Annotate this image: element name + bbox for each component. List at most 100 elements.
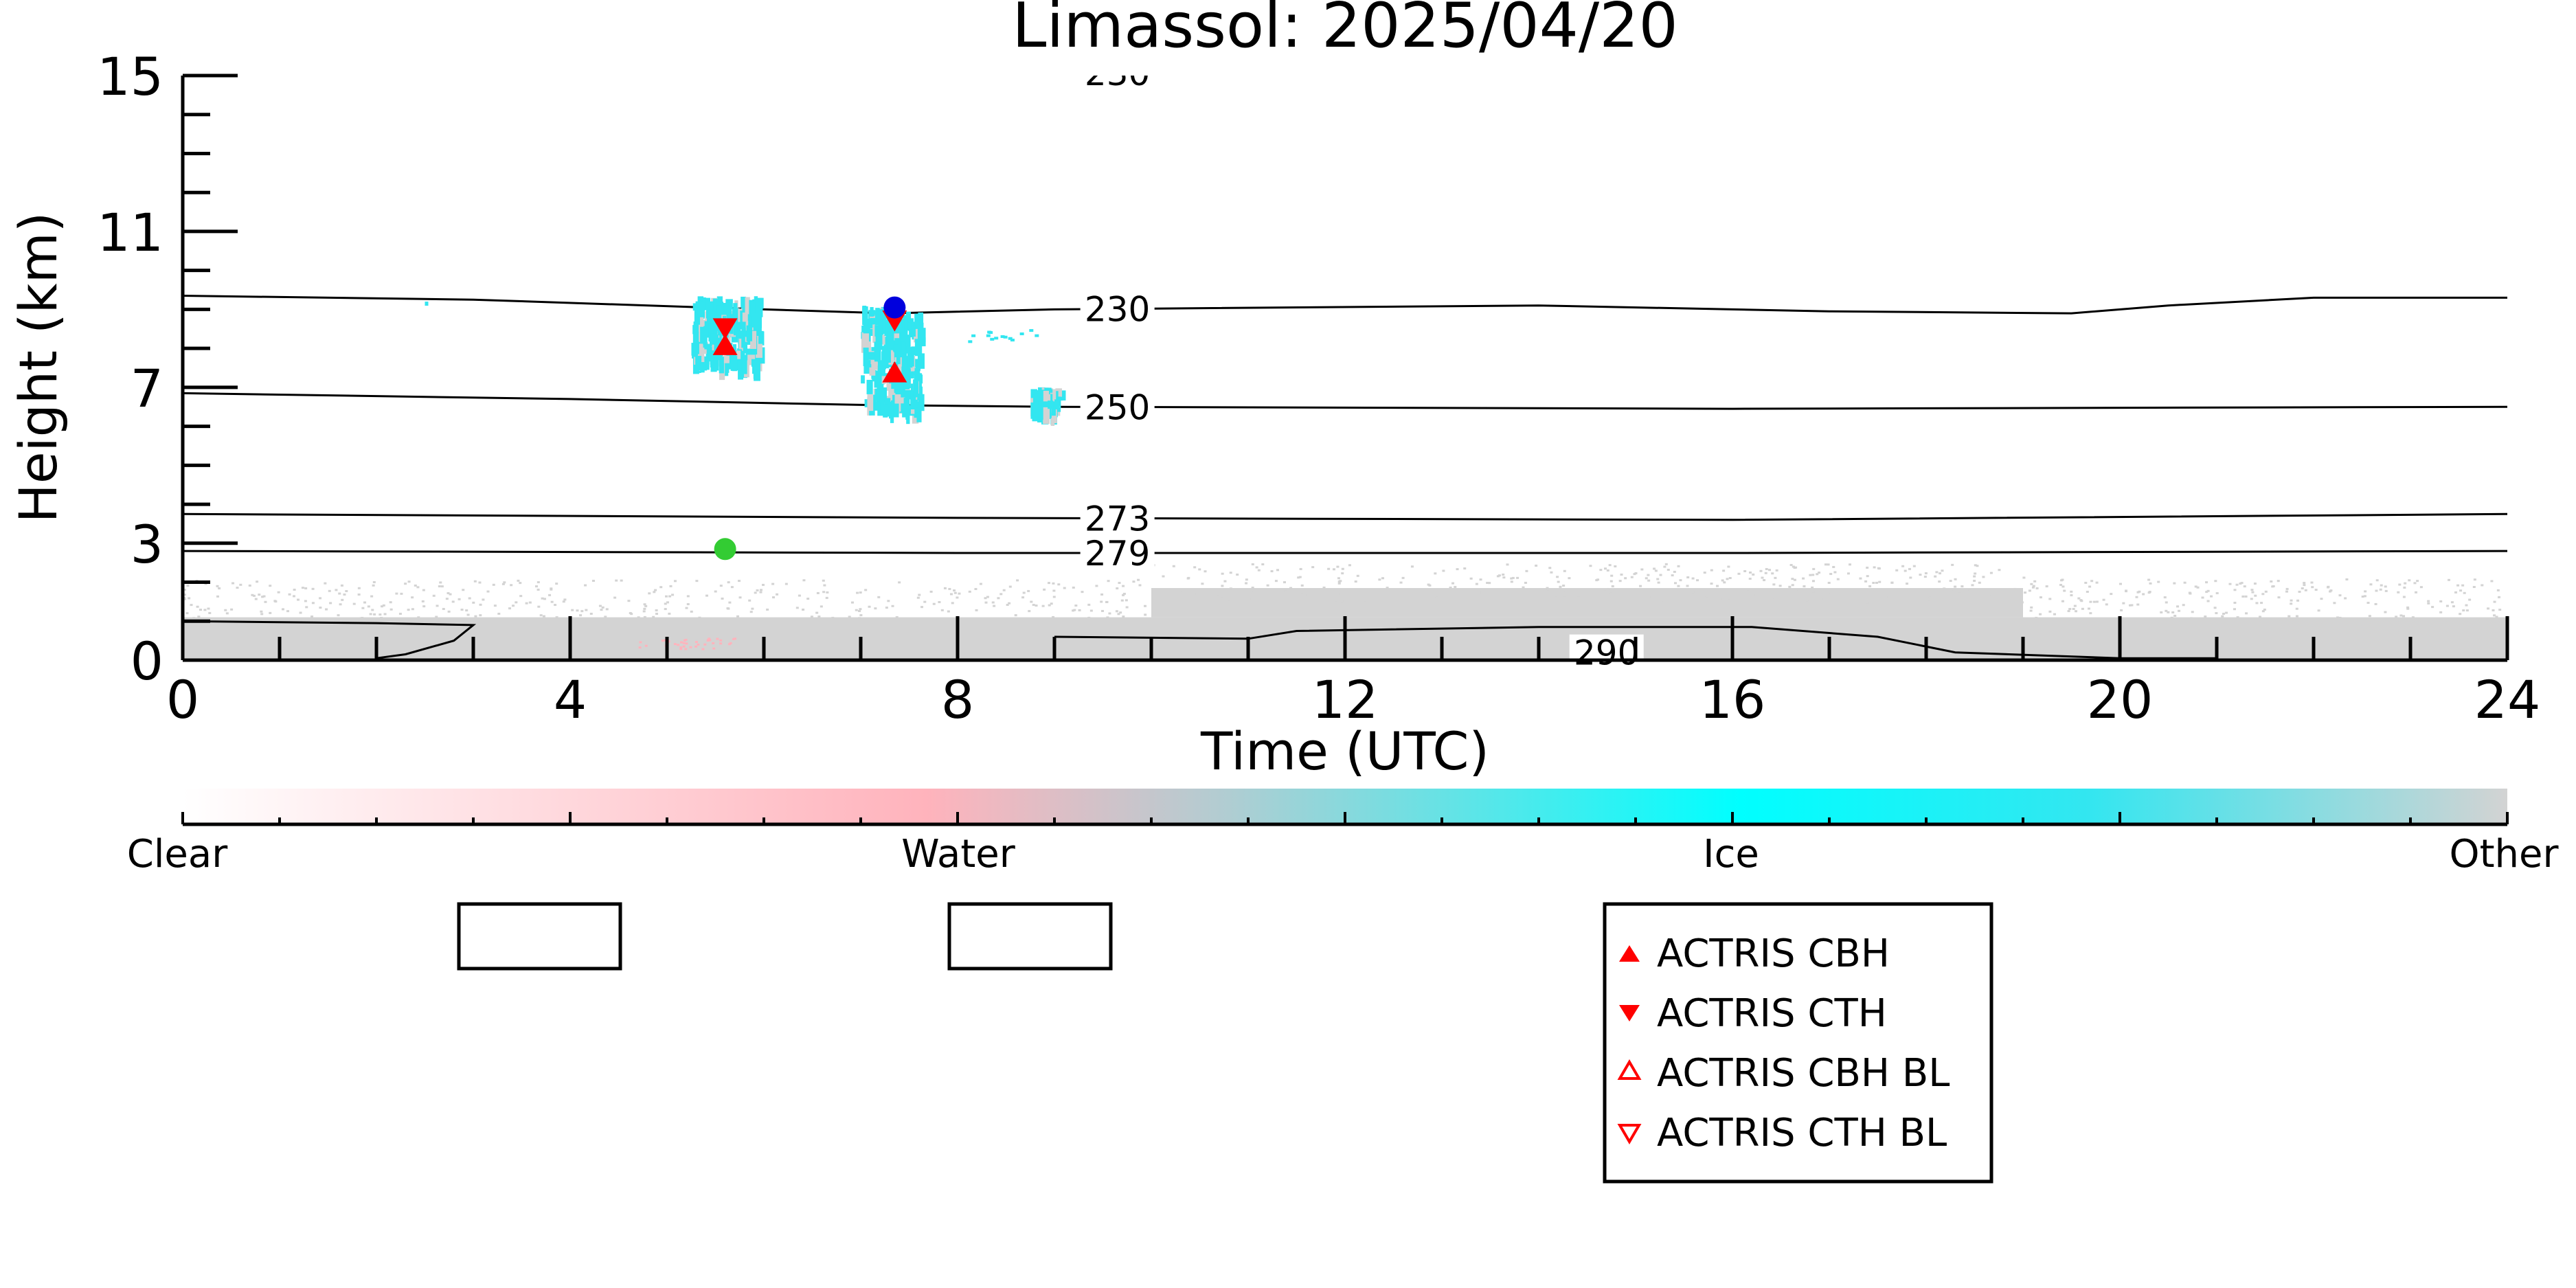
other-speck bbox=[1606, 588, 1609, 591]
ice-speck bbox=[905, 389, 912, 400]
other-speck bbox=[664, 602, 667, 605]
other-speck bbox=[2205, 581, 2208, 584]
ice-speck bbox=[755, 317, 762, 328]
other-speck bbox=[261, 596, 264, 598]
other-speck bbox=[874, 607, 877, 610]
ice-speck bbox=[911, 346, 916, 356]
other-speck bbox=[216, 585, 219, 587]
other-speck bbox=[1506, 563, 1509, 566]
other-speck bbox=[859, 591, 862, 594]
other-speck bbox=[864, 589, 868, 591]
ice-speck bbox=[877, 382, 884, 394]
other-speck bbox=[1162, 575, 1165, 578]
other-speck bbox=[1052, 615, 1055, 618]
other-speck bbox=[2090, 580, 2094, 583]
other-speck bbox=[571, 609, 574, 611]
other-speck bbox=[2191, 611, 2194, 613]
other-speck bbox=[1743, 569, 1747, 572]
other-speck bbox=[759, 589, 762, 591]
other-speck bbox=[1677, 565, 1680, 567]
other-speck bbox=[1774, 576, 1777, 579]
other-speck bbox=[1958, 590, 1961, 593]
other-speck bbox=[1912, 565, 1916, 567]
other-speck bbox=[685, 607, 688, 609]
other-speck bbox=[831, 616, 835, 619]
other-speck bbox=[736, 615, 739, 618]
other-speck bbox=[932, 602, 936, 605]
other-speck bbox=[462, 589, 465, 591]
other-speck bbox=[2413, 582, 2417, 585]
other-speck bbox=[1727, 599, 1730, 602]
other-speck bbox=[2304, 589, 2307, 591]
other-speck bbox=[1043, 588, 1046, 591]
other-speck bbox=[183, 598, 186, 600]
other-speck bbox=[895, 615, 899, 618]
other-speck bbox=[1968, 589, 1971, 591]
other-speck bbox=[1337, 577, 1340, 580]
other-speck bbox=[1137, 578, 1140, 581]
other-speck bbox=[251, 594, 254, 596]
other-speck bbox=[555, 616, 558, 619]
other-speck bbox=[666, 601, 669, 604]
ice-speck bbox=[1035, 334, 1039, 337]
other-speck bbox=[474, 615, 477, 618]
legend-label-cbh-bl: ACTRIS CBH BL bbox=[1657, 1051, 1950, 1096]
other-speck bbox=[2338, 594, 2342, 597]
other-speck bbox=[1510, 577, 1513, 580]
other-speck bbox=[1973, 575, 1976, 578]
other-speck bbox=[2329, 589, 2333, 592]
other-speck bbox=[2167, 611, 2170, 613]
other-speck bbox=[1095, 585, 1098, 587]
other-speck bbox=[2075, 610, 2078, 613]
other-speck bbox=[1610, 574, 1614, 577]
other-speck bbox=[1276, 569, 1279, 572]
other-speck bbox=[1468, 589, 1471, 592]
other-speck bbox=[1710, 569, 1713, 572]
other-speck bbox=[1144, 605, 1147, 607]
other-speck bbox=[1245, 582, 1248, 585]
other-speck bbox=[1829, 591, 1832, 594]
other-speck bbox=[2327, 586, 2330, 589]
other-speck bbox=[2070, 590, 2073, 593]
other-speck bbox=[848, 615, 851, 618]
other-speck bbox=[2142, 593, 2145, 596]
other-speck bbox=[2061, 578, 2064, 581]
other-speck bbox=[1935, 571, 1939, 574]
other-speck bbox=[1582, 600, 1585, 602]
other-speck bbox=[784, 583, 788, 585]
other-speck bbox=[1732, 593, 1735, 596]
other-speck bbox=[2465, 609, 2469, 612]
other-speck bbox=[447, 610, 451, 613]
other-speck bbox=[1510, 580, 1513, 583]
other-speck bbox=[648, 592, 651, 595]
ice-speck bbox=[710, 301, 714, 310]
other-speck bbox=[2364, 590, 2367, 593]
other-speck bbox=[380, 617, 383, 620]
other-speck bbox=[2183, 581, 2187, 584]
other-speck bbox=[1775, 569, 1778, 572]
ice-speck bbox=[887, 380, 894, 388]
other-speck bbox=[2196, 586, 2200, 589]
ice-speck bbox=[863, 348, 869, 367]
plot-area: 230 bbox=[183, 76, 2507, 660]
other-speck bbox=[1221, 572, 1224, 575]
ice-speck bbox=[915, 361, 921, 371]
other-speck bbox=[1767, 600, 1771, 602]
ice-speck bbox=[723, 355, 730, 363]
other-speck bbox=[2214, 580, 2217, 583]
other-speck bbox=[340, 584, 343, 587]
other-speck bbox=[730, 586, 734, 589]
other-speck bbox=[1249, 589, 1252, 592]
ice-speck bbox=[870, 350, 878, 370]
other-speck bbox=[1178, 590, 1182, 593]
other-speck bbox=[208, 611, 212, 614]
other-speck bbox=[1833, 571, 1837, 574]
other-speck bbox=[598, 605, 602, 607]
other-speck bbox=[1217, 595, 1220, 598]
other-speck bbox=[1818, 572, 1821, 574]
other-speck bbox=[2233, 589, 2237, 591]
other-speck bbox=[555, 583, 558, 585]
ice-speck bbox=[878, 368, 882, 380]
other-speck bbox=[183, 589, 186, 591]
other-speck bbox=[1859, 577, 1862, 580]
